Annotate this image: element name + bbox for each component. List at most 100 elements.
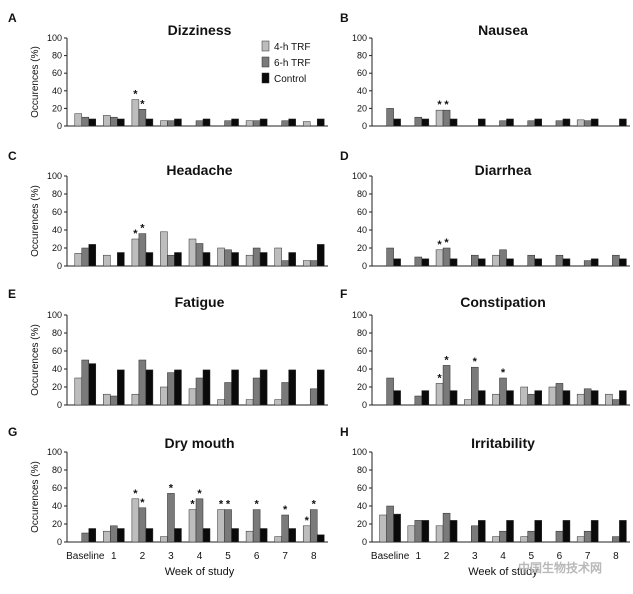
y-tick-label: 60: [52, 346, 62, 356]
bar-4-h-trf: [103, 115, 111, 127]
bar-6-h-trf: [195, 120, 204, 127]
y-axis-label: Occurences (%): [30, 324, 41, 396]
y-tick-label: 40: [357, 86, 367, 96]
y-tick-label: 80: [52, 51, 62, 61]
bar-4-h-trf: [245, 530, 254, 543]
bar-control: [202, 252, 211, 267]
bar-control: [421, 390, 430, 406]
y-tick-label: 0: [362, 261, 367, 271]
bar-4-h-trf: [302, 525, 311, 543]
x-axis-label: Week of study: [165, 566, 235, 578]
bar-6-h-trf: [81, 532, 90, 543]
bar-6-h-trf: [386, 505, 394, 543]
legend-label: 6-h TRF: [274, 58, 311, 69]
bar-control: [259, 118, 268, 127]
bar-6-h-trf: [527, 120, 535, 127]
bar-6-h-trf: [252, 377, 261, 406]
y-tick-label: 80: [357, 328, 367, 338]
y-tick-label: 80: [52, 328, 62, 338]
bar-4-h-trf: [160, 120, 168, 127]
bar-6-h-trf: [309, 388, 318, 406]
legend-swatch: [261, 72, 270, 84]
bar-4-h-trf: [188, 509, 197, 543]
significance-star: *: [169, 482, 174, 494]
bar-control: [478, 118, 486, 127]
panel-title: Constipation: [460, 294, 546, 310]
bar-6-h-trf: [195, 377, 204, 406]
x-tick-label: 4: [500, 551, 506, 562]
bar-4-h-trf: [103, 393, 111, 406]
bar-6-h-trf: [499, 377, 507, 406]
panel-letter: H: [340, 425, 349, 439]
y-tick-label: 40: [52, 225, 62, 235]
bar-6-h-trf: [81, 116, 90, 127]
panel-title: Irritability: [471, 435, 535, 451]
x-tick-label: 3: [168, 551, 174, 562]
y-tick-label: 20: [52, 243, 62, 253]
significance-star: *: [437, 99, 442, 111]
bar-6-h-trf: [195, 243, 204, 267]
significance-star: *: [444, 99, 449, 111]
legend-label: Control: [274, 74, 306, 85]
bar-4-h-trf: [274, 399, 282, 406]
bar-control: [506, 390, 514, 406]
bar-4-h-trf: [407, 525, 416, 543]
bar-control: [316, 534, 325, 543]
bar-6-h-trf: [414, 256, 423, 267]
y-tick-label: 60: [52, 207, 62, 217]
significance-star: *: [190, 499, 195, 511]
bar-control: [316, 369, 325, 406]
significance-star: *: [283, 504, 288, 516]
bar-control: [145, 118, 154, 127]
significance-star: *: [197, 488, 202, 500]
bar-control: [202, 528, 211, 543]
bar-6-h-trf: [555, 254, 564, 267]
bar-4-h-trf: [188, 238, 197, 267]
y-tick-label: 100: [47, 310, 62, 320]
legend-swatch: [261, 56, 270, 68]
bar-control: [506, 258, 514, 267]
bar-control: [421, 118, 430, 127]
bar-6-h-trf: [499, 249, 507, 267]
bar-control: [562, 258, 571, 267]
legend-swatch: [261, 40, 270, 52]
bar-control: [145, 528, 154, 543]
significance-star: *: [305, 515, 310, 527]
bar-4-h-trf: [245, 399, 254, 406]
bar-4-h-trf: [548, 386, 557, 406]
bar-6-h-trf: [167, 372, 175, 406]
bar-4-h-trf: [302, 260, 311, 267]
y-tick-label: 60: [357, 346, 367, 356]
significance-star: *: [133, 228, 138, 240]
bar-6-h-trf: [471, 525, 479, 543]
bar-control: [449, 258, 458, 267]
bar-6-h-trf: [527, 530, 535, 543]
panel-letter: D: [340, 149, 349, 163]
bar-4-h-trf: [217, 399, 225, 406]
bar-4-h-trf: [103, 254, 111, 267]
x-tick-label: 6: [254, 551, 260, 562]
bar-6-h-trf: [81, 247, 90, 267]
x-tick-label: 2: [444, 551, 450, 562]
bar-control: [88, 118, 97, 127]
significance-star: *: [444, 354, 449, 366]
bar-4-h-trf: [435, 249, 444, 267]
bar-control: [393, 513, 401, 543]
bar-6-h-trf: [167, 493, 175, 543]
bar-6-h-trf: [386, 108, 394, 127]
bar-6-h-trf: [442, 365, 451, 406]
x-tick-label: 5: [225, 551, 231, 562]
y-tick-label: 100: [352, 171, 367, 181]
panel-title: Dry mouth: [165, 435, 235, 451]
y-tick-label: 20: [52, 519, 62, 529]
bar-control: [506, 520, 514, 543]
bar-4-h-trf: [520, 386, 528, 406]
bar-6-h-trf: [138, 233, 147, 267]
y-tick-label: 100: [47, 33, 62, 43]
bar-control: [259, 369, 268, 406]
y-tick-label: 20: [357, 243, 367, 253]
x-tick-label: 7: [585, 551, 591, 562]
bar-6-h-trf: [281, 120, 289, 127]
bar-4-h-trf: [492, 536, 500, 543]
bar-6-h-trf: [110, 525, 118, 543]
